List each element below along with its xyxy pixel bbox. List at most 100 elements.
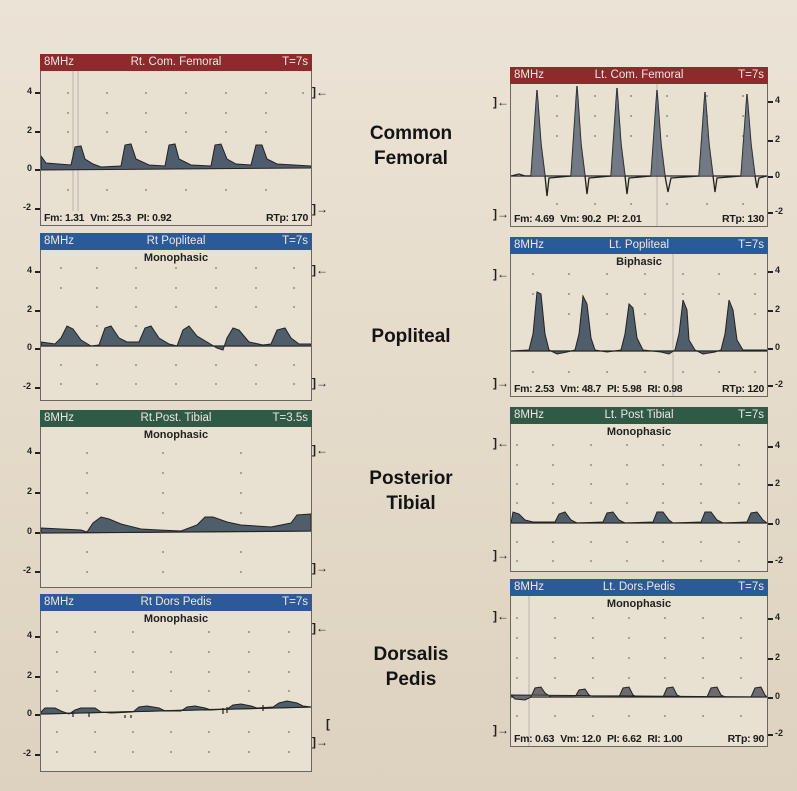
range-bracket-upper-icon: ]← bbox=[312, 85, 328, 99]
metric-fm: Fm: 4.69 bbox=[514, 213, 555, 225]
waveform-graph bbox=[511, 84, 767, 226]
metrics-bar: Fm: 4.69 Vm: 90.2 PI: 2.01 RTp: 130 bbox=[514, 213, 764, 225]
waveform-graph bbox=[511, 254, 767, 396]
panel-header: 8MHz Rt Dors Pedis T=7s bbox=[40, 594, 312, 611]
waveform-type-label: Monophasic bbox=[606, 426, 672, 438]
range-bracket-upper-icon: ]← bbox=[312, 443, 328, 457]
waveform-type-label: Monophasic bbox=[143, 613, 209, 625]
panel-lt-dors-pedis: 8MHz Lt. Dors.Pedis T=7s Monophasic Fm: … bbox=[510, 579, 768, 747]
metric-ri: RI: 1.00 bbox=[647, 733, 683, 745]
y-axis-lt-dors-pedis: 4 2 0 -2 bbox=[768, 579, 788, 747]
range-bracket-lower-icon: ]→ bbox=[493, 207, 509, 221]
metric-rtp: RTp: 130 bbox=[722, 213, 764, 225]
vessel-title: Rt Dors Pedis bbox=[140, 596, 212, 608]
y-axis-lt-com-femoral: 4 2 0 -2 bbox=[768, 67, 788, 227]
panel-header: 8MHz Lt. Com. Femoral T=7s bbox=[510, 67, 768, 84]
vessel-title: Lt. Post Tibial bbox=[604, 409, 674, 421]
metric-vm: Vm: 48.7 bbox=[560, 383, 601, 395]
waveform-type-label: Monophasic bbox=[143, 429, 209, 441]
range-bracket-lower-icon: ]→ bbox=[493, 723, 509, 737]
vessel-title: Rt.Post. Tibial bbox=[140, 412, 212, 424]
metrics-bar: Fm: 0.63 Vm: 12.0 PI: 6.62 RI: 1.00 RTp:… bbox=[514, 733, 764, 745]
metric-fm: Fm: 0.63 bbox=[514, 733, 555, 745]
frequency-label: 8MHz bbox=[44, 235, 75, 247]
range-bracket-lower-icon: ]→ bbox=[312, 376, 328, 390]
panel-lt-popliteal: 8MHz Lt. Popliteal T=7s Biphasic Fm: 2.5… bbox=[510, 237, 768, 397]
frequency-label: 8MHz bbox=[514, 409, 545, 421]
range-bracket-upper-icon: ]← bbox=[493, 436, 509, 450]
metric-rtp: RTp: 170 bbox=[266, 212, 308, 224]
y-axis-lt-post-tibial: 4 2 0 -2 bbox=[768, 407, 788, 572]
waveform-graph bbox=[41, 631, 311, 753]
vessel-title: Rt. Com. Femoral bbox=[130, 56, 222, 68]
vessel-title: Rt Popliteal bbox=[146, 235, 206, 247]
range-bracket-lower-icon: ]→ bbox=[312, 202, 328, 216]
range-bracket-upper-icon: ]← bbox=[493, 609, 509, 623]
time-scale: T=7s bbox=[738, 581, 764, 593]
panel-rt-com-femoral: 8MHz Rt. Com. Femoral T=7s Fm: 1.31 Vm: … bbox=[40, 54, 312, 226]
waveform-graph bbox=[41, 71, 311, 211]
doppler-plot: Monophasic bbox=[40, 611, 312, 772]
metric-pi: PI: 6.62 bbox=[607, 733, 642, 745]
doppler-plot: Biphasic Fm: 2.53 Vm: 48.7 PI: 5.98 RI: … bbox=[510, 254, 768, 397]
metric-vm: Vm: 25.3 bbox=[90, 212, 131, 224]
time-scale: T=3.5s bbox=[272, 412, 308, 424]
y-axis-rt-dors-pedis: 4 2 0 -2 bbox=[23, 594, 41, 772]
time-scale: T=7s bbox=[738, 239, 764, 251]
panel-rt-popliteal: 8MHz Rt Popliteal T=7s Monophasic bbox=[40, 233, 312, 401]
frequency-label: 8MHz bbox=[44, 412, 75, 424]
range-bracket-lower-icon: ]→ bbox=[312, 561, 328, 575]
range-bracket-upper-icon: ]← bbox=[493, 267, 509, 281]
waveform-type-label: Monophasic bbox=[143, 252, 209, 264]
panel-header: 8MHz Lt. Popliteal T=7s bbox=[510, 237, 768, 254]
vessel-title: Lt. Dors.Pedis bbox=[602, 581, 676, 593]
range-bracket-lower-icon: ]→ bbox=[493, 548, 509, 562]
doppler-plot: Monophasic bbox=[510, 424, 768, 572]
range-bracket-marker-icon: [ bbox=[326, 717, 330, 731]
waveform-graph bbox=[41, 267, 311, 385]
metric-rtp: RTp: 90 bbox=[727, 733, 765, 745]
vessel-title: Lt. Com. Femoral bbox=[594, 69, 684, 81]
vessel-label-popliteal: Popliteal bbox=[371, 326, 451, 347]
waveform-graph bbox=[511, 444, 767, 562]
doppler-plot: Monophasic bbox=[40, 250, 312, 401]
y-axis-rt-popliteal: 4 2 0 -2 bbox=[23, 233, 41, 401]
panel-rt-dors-pedis: 8MHz Rt Dors Pedis T=7s Monophasic bbox=[40, 594, 312, 772]
panel-header: 8MHz Rt.Post. Tibial T=3.5s bbox=[40, 410, 312, 427]
waveform-graph bbox=[41, 452, 311, 573]
metric-rtp: RTp: 120 bbox=[722, 383, 764, 395]
waveform-type-label: Biphasic bbox=[616, 256, 662, 268]
panel-header: 8MHz Lt. Dors.Pedis T=7s bbox=[510, 579, 768, 596]
time-scale: T=7s bbox=[738, 69, 764, 81]
time-scale: T=7s bbox=[282, 235, 308, 247]
range-bracket-upper-icon: ]← bbox=[493, 95, 509, 109]
panel-lt-com-femoral: 8MHz Lt. Com. Femoral T=7s Fm: 4.69 Vm: … bbox=[510, 67, 768, 227]
metric-vm: Vm: 90.2 bbox=[560, 213, 601, 225]
time-scale: T=7s bbox=[282, 56, 308, 68]
frequency-label: 8MHz bbox=[514, 69, 545, 81]
vessel-title: Lt. Popliteal bbox=[608, 239, 670, 251]
waveform-type-label: Monophasic bbox=[606, 598, 672, 610]
time-scale: T=7s bbox=[738, 409, 764, 421]
vessel-label-posterior-tibial: Posterior Tibial bbox=[369, 468, 453, 514]
y-axis-lt-popliteal: 4 2 0 -2 bbox=[768, 237, 788, 397]
panel-header: 8MHz Rt. Com. Femoral T=7s bbox=[40, 54, 312, 71]
metric-pi: PI: 0.92 bbox=[137, 212, 172, 224]
range-bracket-lower-icon: ]→ bbox=[493, 376, 509, 390]
frequency-label: 8MHz bbox=[514, 239, 545, 251]
metrics-bar: Fm: 1.31 Vm: 25.3 PI: 0.92 RTp: 170 bbox=[44, 212, 308, 224]
range-bracket-upper-icon: ]← bbox=[312, 263, 328, 277]
waveform-graph bbox=[511, 596, 767, 746]
panel-header: 8MHz Rt Popliteal T=7s bbox=[40, 233, 312, 250]
range-bracket-upper-icon: ]← bbox=[312, 621, 328, 635]
grid-dots bbox=[67, 92, 304, 191]
doppler-plot: Fm: 1.31 Vm: 25.3 PI: 0.92 RTp: 170 bbox=[40, 71, 312, 226]
doppler-plot: Monophasic Fm: 0.63 Vm: 12.0 PI: 6.62 RI… bbox=[510, 596, 768, 747]
panel-header: 8MHz Lt. Post Tibial T=7s bbox=[510, 407, 768, 424]
frequency-label: 8MHz bbox=[44, 56, 75, 68]
panel-rt-post-tibial: 8MHz Rt.Post. Tibial T=3.5s Monophasic bbox=[40, 410, 312, 588]
metric-fm: Fm: 1.31 bbox=[44, 212, 85, 224]
metrics-bar: Fm: 2.53 Vm: 48.7 PI: 5.98 RI: 0.98 RTp:… bbox=[514, 383, 764, 395]
vessel-label-dorsalis-pedis: Dorsalis Pedis bbox=[373, 644, 449, 690]
time-scale: T=7s bbox=[282, 596, 308, 608]
